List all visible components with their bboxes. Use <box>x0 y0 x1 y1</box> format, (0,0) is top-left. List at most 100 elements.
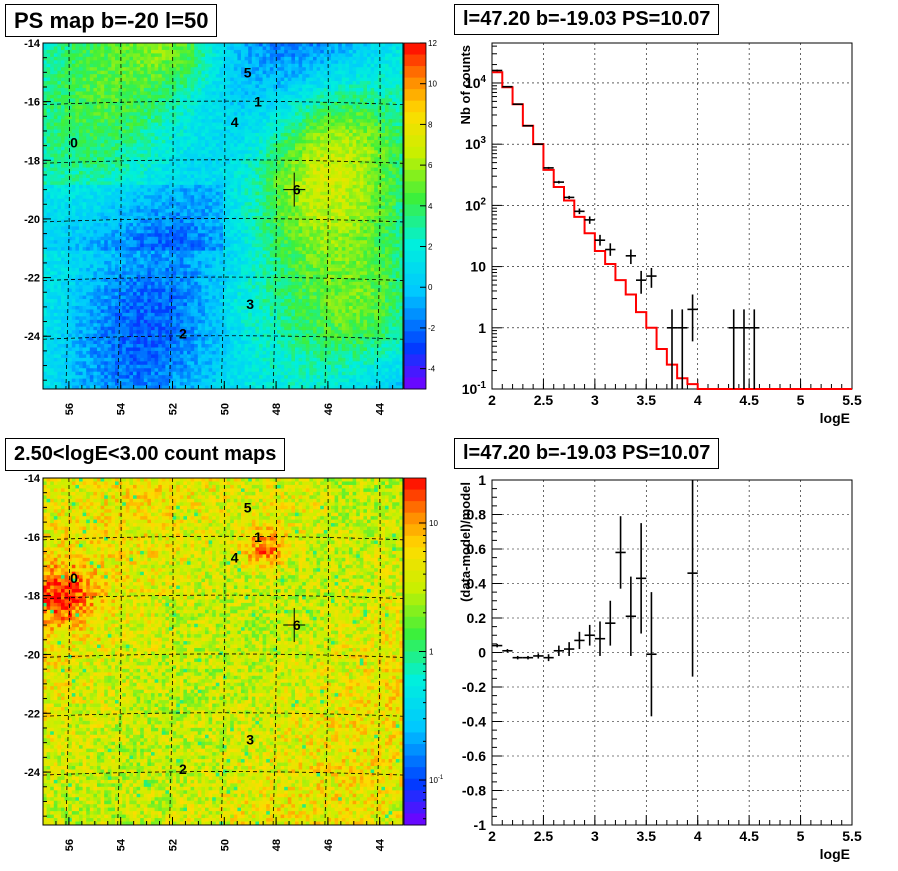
colorbar-swatch <box>404 558 426 572</box>
data-point <box>625 249 636 265</box>
colorbar-swatch <box>404 767 426 780</box>
colorbar-swatch <box>404 512 426 525</box>
colorbar-swatch <box>404 123 426 136</box>
x-tick-label: 2.5 <box>534 828 554 844</box>
data-point <box>553 180 564 184</box>
source-label: 3 <box>246 296 254 312</box>
x-tick-label: 3.5 <box>637 828 657 844</box>
graticule-longitude <box>324 477 329 826</box>
x-tick-label: 54 <box>116 402 128 415</box>
colorbar-swatch <box>404 100 426 113</box>
data-point <box>533 143 544 145</box>
residual-point <box>625 576 636 656</box>
data-point <box>738 309 750 389</box>
data-point <box>605 243 616 256</box>
model-histogram <box>492 71 852 390</box>
y-tick-label: 1 <box>478 320 486 336</box>
residuals-panel: l=47.20 b=-19.03 PS=10.07 2 2.5 3 3.5 4 4.5 5 5… <box>449 435 898 871</box>
colorbar-swatch <box>404 43 426 56</box>
colorbar-swatch <box>404 158 426 171</box>
residual-point <box>533 653 544 659</box>
count-map-panel: 2.50<logE<3.00 count maps 56 54 52 50 48 46 44… <box>0 435 449 871</box>
colorbar-swatch <box>404 489 426 502</box>
source-label: 4 <box>231 549 239 565</box>
colorbar-tick-label: 10-1 <box>429 775 444 785</box>
colorbar-tick-label: 10 <box>429 519 438 528</box>
x-tick-label: 5 <box>797 828 805 844</box>
colorbar-tick-label: 2 <box>428 243 433 252</box>
source-label: 1 <box>254 94 262 110</box>
data-point <box>543 166 554 169</box>
colorbar-tick-label: 6 <box>428 161 433 170</box>
graticule-longitude <box>376 477 381 826</box>
residual-point <box>687 480 698 677</box>
colorbar-tick-label: -2 <box>428 324 436 333</box>
x-tick-label: 3.5 <box>637 392 657 408</box>
y-axis-label: Nb of counts <box>458 45 473 124</box>
residual-point <box>492 643 503 648</box>
x-tick-label: 3 <box>591 392 599 408</box>
colorbar-swatch <box>404 377 426 390</box>
colorbar-swatch <box>404 296 426 309</box>
y-tick-label: 0.4 <box>467 576 487 592</box>
source-label: 0 <box>70 135 78 151</box>
colorbar-swatch <box>404 755 426 768</box>
colorbar-swatch <box>404 66 426 79</box>
colorbar-swatch <box>404 342 426 355</box>
graticule-longitude <box>169 42 174 390</box>
colorbar-swatch <box>404 570 426 583</box>
x-tick-label: 48 <box>271 839 283 851</box>
y-tick-label: -0.8 <box>462 783 486 799</box>
graticule-longitude <box>272 477 278 826</box>
colorbar-swatch <box>404 192 426 205</box>
x-tick-label: 5.5 <box>842 828 862 844</box>
colorbar-frame <box>403 42 427 390</box>
residual-point <box>553 645 564 656</box>
y-tick-label: -1 <box>474 817 487 833</box>
y-tick-label: 0.8 <box>467 507 487 523</box>
map-pixels <box>43 478 404 826</box>
x-tick-label: 52 <box>167 403 179 415</box>
residual-point <box>584 624 595 646</box>
y-tick-label: 10 <box>470 259 486 275</box>
x-tick-label: 52 <box>167 839 179 851</box>
x-tick-label: 2.5 <box>534 392 554 408</box>
data-point <box>564 195 575 200</box>
graticule-longitude <box>220 477 226 826</box>
residual-point <box>615 516 626 589</box>
x-tick-label: 44 <box>375 402 387 415</box>
graticule-longitude <box>324 42 329 390</box>
data-point <box>492 69 503 72</box>
residual-point <box>564 642 575 656</box>
x-tick-label: 3 <box>591 828 599 844</box>
colorbar-swatch <box>404 674 426 687</box>
colorbar-swatch <box>404 720 426 733</box>
source-label: 0 <box>70 570 78 586</box>
colorbar-swatch <box>404 732 426 745</box>
y-tick-label: 0.6 <box>467 541 487 557</box>
x-tick-label: 4.5 <box>739 828 759 844</box>
colorbar-swatch <box>404 112 426 125</box>
colorbar-swatch <box>404 709 426 722</box>
y-tick-label: 103 <box>465 135 487 152</box>
colorbar-swatch <box>404 535 426 548</box>
colorbar-swatch <box>404 778 426 791</box>
x-tick-label: 50 <box>219 839 231 851</box>
colorbar-swatch <box>404 813 426 826</box>
y-tick-label: -22 <box>24 273 40 285</box>
count-map-plot: 56 54 52 50 48 46 44-14-16-18-20-22-2410110-10… <box>24 473 444 851</box>
y-tick-label: 104 <box>465 74 487 91</box>
colorbar-swatch <box>404 801 426 814</box>
data-point <box>522 124 534 127</box>
source-label: 3 <box>246 732 254 748</box>
data-point <box>584 216 595 224</box>
colorbar-swatch <box>404 285 426 298</box>
graticule-longitude <box>169 477 174 826</box>
data-point <box>677 309 688 389</box>
residuals-plot: 2 2.5 3 3.5 4 4.5 5 5.5 logE (data-model)/model 1 0… <box>458 472 862 862</box>
data-point <box>646 267 657 288</box>
residual-point <box>512 655 523 660</box>
colorbar-tick-label: 0 <box>428 283 433 292</box>
x-tick-label: 56 <box>64 403 76 415</box>
colorbar-swatch <box>404 790 426 803</box>
